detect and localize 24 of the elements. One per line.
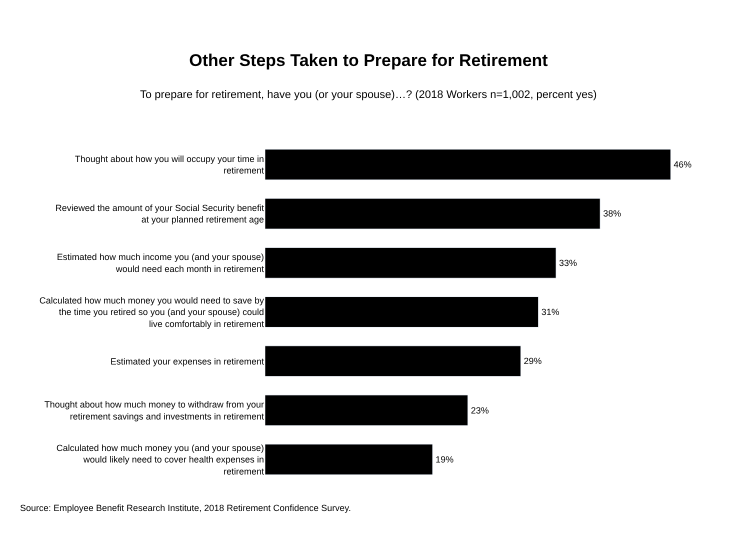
y-tick-label: Calculated how much money you would need to save by the time you retired so you (and your spouse) could live comfortably in retirement [39,295,264,329]
bar [265,296,539,328]
chart-subtitle: To prepare for retirement, have you (or your spouse)…? (2018 Workers n=1,002, percent yes) [140,89,597,101]
y-tick-label: Estimated how much income you (and your spouse) would need each month in retirement [56,252,264,274]
bar [265,198,600,230]
y-tick-label: Thought about how much money to withdraw from your retirement savings and investments in retirement [44,400,264,422]
data-label: 31% [541,307,560,317]
source-note: Source: Employee Benefit Research Institute, 2018 Retirement Confidence Survey. [20,503,352,513]
bar [265,444,433,475]
y-tick-label: Reviewed the amount of your Social Security benefit at your planned retirement age [55,203,264,225]
y-tick-label: Estimated your expenses in retirement [110,356,264,366]
y-tick-label: Calculated how much money you (and your spouse) would likely need to cover health expenses in retirement [56,442,264,476]
bar [265,247,556,278]
bar [265,394,468,426]
data-label: 19% [436,454,454,464]
data-label: 29% [524,356,542,366]
y-tick-label: Thought about how you will occupy your time in retirement [74,154,264,176]
data-label: 46% [674,160,692,170]
data-label: 38% [603,208,622,219]
chart-title: Other Steps Taken to Prepare for Retirement [189,50,548,70]
bar [265,346,521,377]
data-label: 23% [470,405,489,416]
data-label: 33% [559,258,578,268]
bar [265,149,671,180]
